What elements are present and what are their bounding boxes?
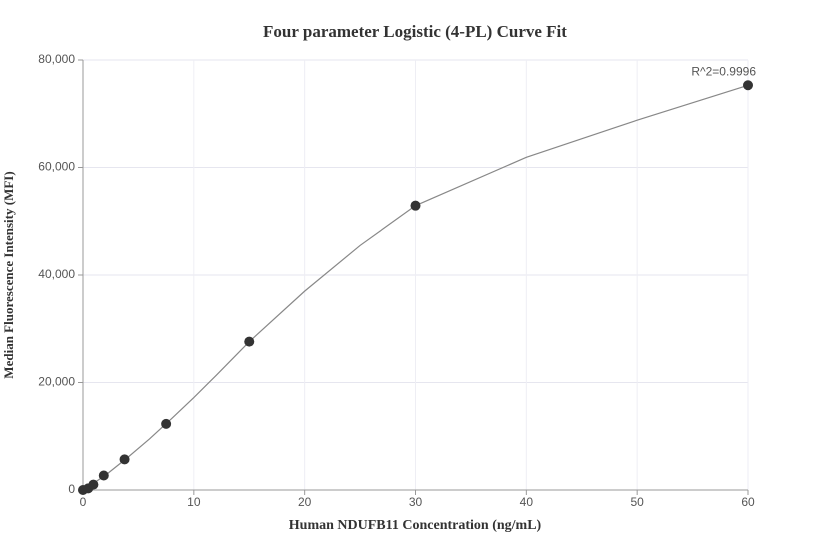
data-point	[119, 454, 130, 465]
y-tick-label: 0	[68, 482, 75, 496]
data-point	[88, 479, 99, 490]
fit-curve	[82, 84, 749, 491]
x-tick-label: 40	[520, 495, 534, 509]
x-axis-title: Human NDUFB11 Concentration (ng/mL)	[289, 518, 542, 533]
x-tick-label: 60	[741, 495, 755, 509]
data-point	[244, 336, 255, 347]
data-point	[98, 470, 109, 481]
y-axis-title: Median Fluorescence Intensity (MFI)	[1, 171, 16, 378]
data-point	[161, 418, 172, 429]
x-tick-label: 30	[409, 495, 423, 509]
y-tick-label: 80,000	[38, 52, 75, 66]
x-tick-label: 0	[80, 495, 87, 509]
y-tick-label: 20,000	[38, 375, 75, 389]
data-point	[410, 200, 421, 211]
y-tick-label: 60,000	[38, 160, 75, 174]
x-tick-label: 20	[298, 495, 312, 509]
x-tick-label: 50	[630, 495, 644, 509]
annotation: R^2=0.9996	[691, 64, 756, 78]
chart-title: Four parameter Logistic (4-PL) Curve Fit	[263, 22, 567, 41]
x-tick-label: 10	[187, 495, 201, 509]
y-tick-label: 40,000	[38, 267, 75, 281]
data-point	[743, 80, 753, 91]
